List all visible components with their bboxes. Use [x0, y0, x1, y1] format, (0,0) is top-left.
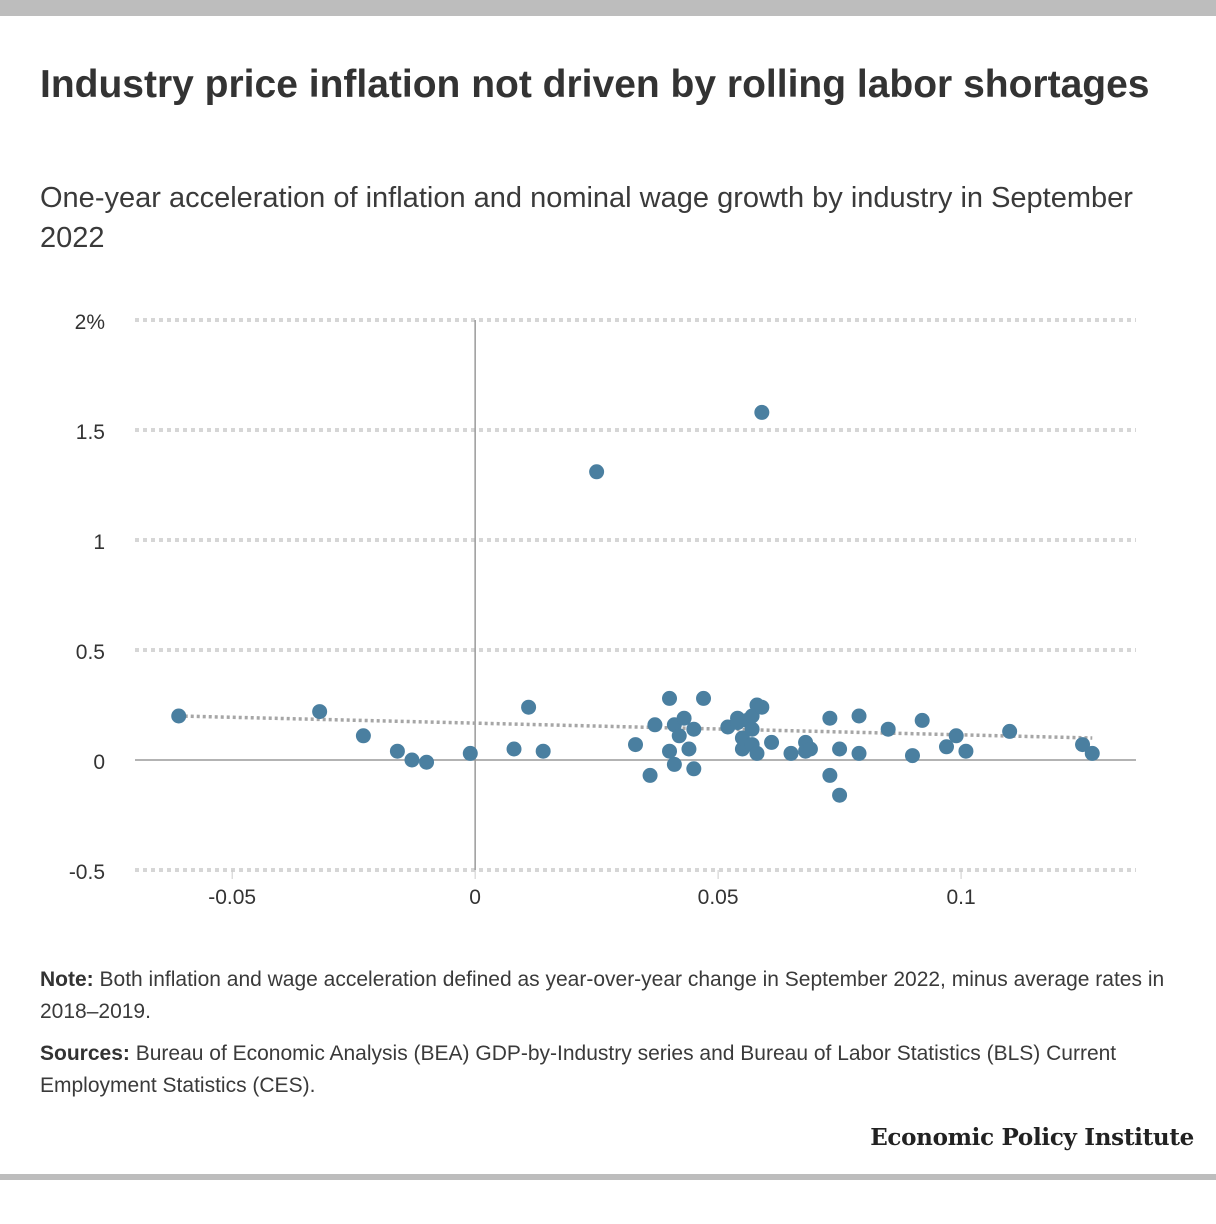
data-point-4 — [404, 752, 420, 768]
chart-title: Industry price inflation not driven by r… — [40, 63, 1150, 106]
data-point-48 — [880, 721, 896, 737]
data-point-54 — [1002, 723, 1018, 739]
data-point-7 — [506, 741, 522, 757]
data-point-16 — [666, 756, 682, 772]
y-tick-label: 1.5 — [76, 421, 105, 444]
note-text: Both inflation and wage acceleration def… — [40, 968, 1165, 1023]
note: Note: Both inflation and wage accelerati… — [40, 964, 1180, 1028]
data-point-3 — [389, 743, 405, 759]
data-point-55 — [1075, 737, 1091, 753]
data-point-42 — [822, 710, 838, 726]
data-point-35 — [754, 404, 770, 420]
bottom-border — [0, 1174, 1216, 1180]
data-point-53 — [958, 743, 974, 759]
data-point-38 — [783, 745, 799, 761]
data-point-23 — [696, 690, 712, 706]
x-tick-label: 0.05 — [698, 886, 739, 909]
sources: Sources: Bureau of Economic Analysis (BE… — [40, 1038, 1180, 1102]
x-tick-label: -0.05 — [208, 886, 256, 909]
data-point-52 — [948, 728, 964, 744]
data-point-34 — [749, 745, 765, 761]
data-point-36 — [754, 699, 770, 715]
data-point-49 — [904, 748, 920, 764]
data-point-11 — [628, 737, 643, 753]
data-point-50 — [914, 712, 930, 728]
data-point-14 — [662, 690, 678, 706]
sources-text: Bureau of Economic Analysis (BEA) GDP-by… — [40, 1042, 1117, 1097]
data-point-47 — [851, 745, 867, 761]
data-point-46 — [851, 708, 867, 724]
data-point-21 — [686, 721, 702, 737]
top-border — [0, 0, 1216, 16]
scatter-chart: 2% 1.5 1 0.5 0 -0.5 -0.05 0 0.05 0.1 — [69, 311, 1136, 909]
axes — [135, 320, 1136, 879]
data-point-8 — [521, 699, 537, 715]
note-label: Note: — [40, 968, 94, 991]
notes-section: Note: Both inflation and wage accelerati… — [40, 964, 1180, 1112]
chart-subtitle: One-year acceleration of inflation and n… — [40, 182, 1133, 254]
y-tick-label: 0.5 — [76, 641, 105, 664]
data-point-12 — [642, 767, 658, 783]
x-tick-label: 0.1 — [946, 886, 975, 909]
data-point-19 — [676, 710, 692, 726]
data-point-41 — [802, 741, 818, 757]
data-point-1 — [312, 704, 328, 720]
trendline — [178, 714, 1093, 740]
trendline-layer — [178, 714, 1093, 740]
x-tick-labels: -0.05 0 0.05 0.1 — [208, 886, 975, 909]
y-tick-label: -0.5 — [69, 861, 105, 884]
data-point-9 — [535, 743, 551, 759]
data-point-45 — [832, 787, 848, 803]
x-tick-label: 0 — [469, 886, 481, 909]
data-point-20 — [681, 741, 697, 757]
data-point-5 — [419, 754, 435, 770]
data-points — [171, 404, 1100, 803]
y-tick-labels: 2% 1.5 1 0.5 0 -0.5 — [69, 311, 105, 884]
y-tick-label: 1 — [93, 531, 105, 554]
brand-logo: Economic Policy Institute — [870, 1124, 1194, 1151]
data-point-37 — [764, 734, 780, 750]
y-tick-label: 2% — [75, 311, 105, 334]
data-point-15 — [662, 743, 678, 759]
gridlines — [135, 318, 1136, 872]
data-point-10 — [589, 464, 605, 480]
data-point-6 — [462, 745, 478, 761]
data-point-30 — [744, 721, 760, 737]
data-point-43 — [822, 767, 838, 783]
data-point-2 — [355, 728, 371, 744]
data-point-51 — [938, 739, 954, 755]
data-point-56 — [1084, 745, 1100, 761]
y-tick-label: 0 — [93, 751, 105, 774]
data-point-13 — [647, 717, 663, 733]
data-point-22 — [686, 761, 702, 777]
data-point-18 — [671, 728, 687, 744]
sources-label: Sources: — [40, 1042, 130, 1065]
data-point-0 — [171, 708, 187, 724]
data-point-44 — [832, 741, 848, 757]
